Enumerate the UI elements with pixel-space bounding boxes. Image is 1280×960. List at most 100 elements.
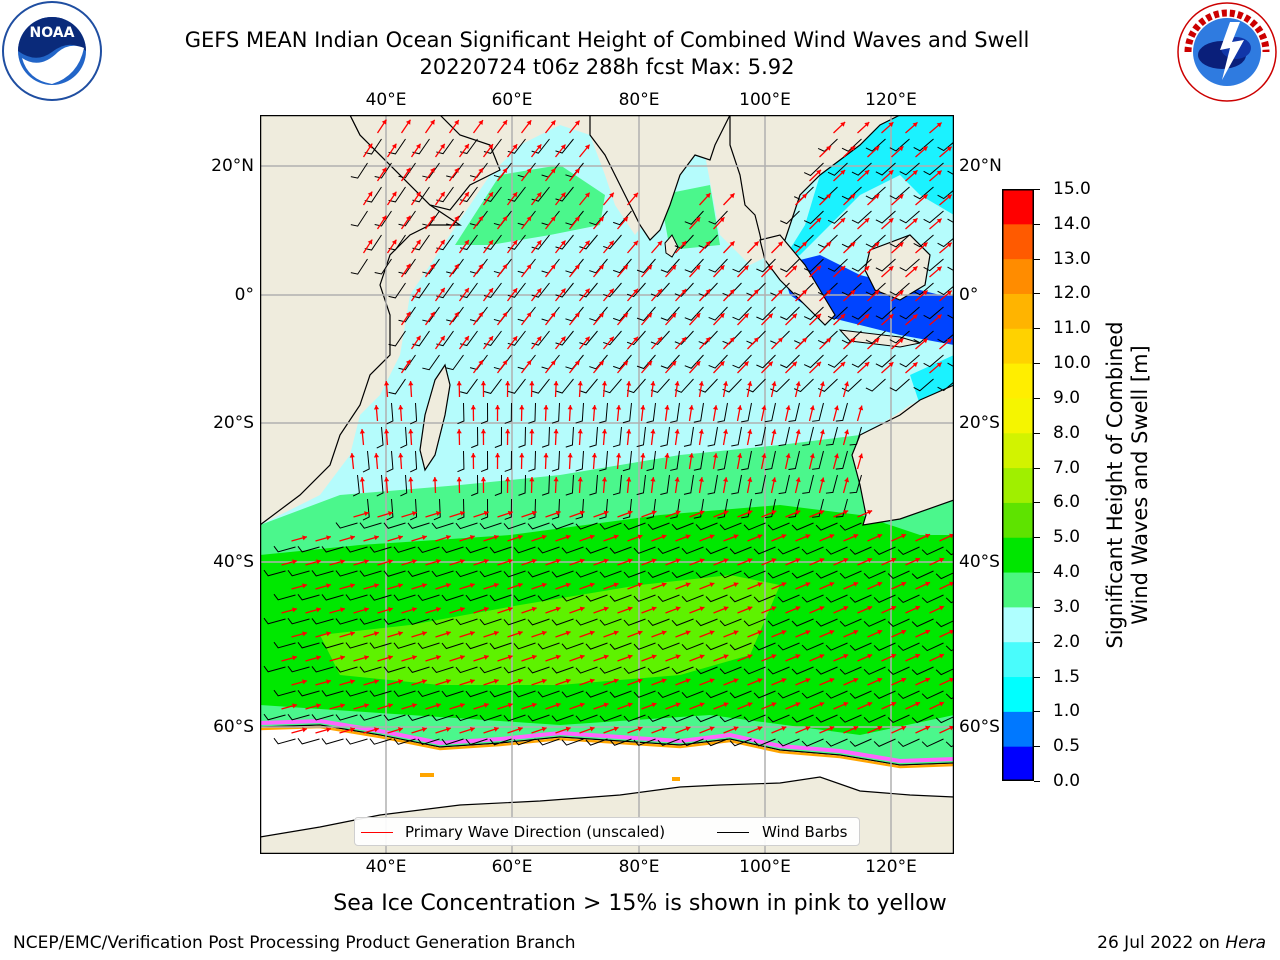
wave-direction-arrowhead [478,264,483,270]
wind-barb [681,642,704,651]
wind-barb [527,666,550,674]
wave-direction-arrowhead [531,702,537,708]
wave-direction-arrowhead [877,581,883,587]
wind-barb [708,210,728,225]
wave-direction-arrowhead [405,263,411,269]
wind-barb [579,282,598,298]
wind-barb [551,522,574,530]
wave-direction-arrowhead [555,654,561,660]
colorbar-tick-label: 10.0 [1053,353,1091,374]
wind-barb [393,690,416,697]
wind-barb [835,498,848,518]
wave-direction-arrowhead [747,510,753,516]
wind-barb [599,666,622,674]
wave-direction-arrowhead [805,678,811,683]
wind-barb [825,426,838,446]
wave-direction-arrowhead [633,336,638,342]
wave-direction-arrowhead [359,477,365,482]
wind-barb [873,690,896,699]
wind-barb [705,690,728,699]
wind-barb [369,738,392,745]
wind-barb [575,714,598,722]
wave-direction-arrowhead [771,477,777,483]
wave-direction-arrowhead [829,726,835,731]
wave-direction-arrowhead [316,607,321,613]
wave-direction-arrowhead [633,288,638,294]
wave-direction-arrowhead [541,726,547,732]
wave-direction-arrowhead [574,168,580,174]
wind-barb [849,642,872,651]
wind-barb [480,498,489,521]
wave-direction-arrowhead [560,288,566,294]
wave-direction-arrowhead [674,477,680,482]
wind-barb [398,354,416,371]
wave-direction-arrowhead [623,216,628,222]
wave-direction-arrowhead [791,361,797,367]
wind-barb [626,282,646,298]
wave-direction-arrowhead [651,510,657,516]
wind-barb [622,498,632,520]
wave-direction-arrowhead [526,264,532,270]
wind-barb [483,138,502,154]
wind-barb [671,522,694,531]
colorbar-tick [1034,467,1040,469]
wave-direction-arrowhead [946,146,952,152]
wave-direction-arrowhead [488,336,494,342]
wind-barb [636,258,656,274]
wind-barb [897,546,920,556]
wind-barb [489,594,512,602]
wind-barb [311,714,334,721]
wave-direction-arrowhead [867,557,873,563]
wind-barb [671,714,694,723]
wind-barb [636,426,646,448]
wave-direction-arrowhead [633,192,638,198]
wave-direction-arrowhead [922,242,928,248]
wave-direction-arrowhead [384,381,390,386]
wave-direction-arrowhead [507,702,513,708]
wind-barb [693,402,704,423]
colorbar-tick-label: 12.0 [1053,283,1091,304]
wind-barb [899,258,920,272]
wave-direction-arrowhead [829,678,835,683]
wave-direction-arrowhead [430,167,435,173]
wave-direction-arrowhead [440,335,445,341]
wave-direction-arrowhead [555,510,561,516]
wave-direction-arrowhead [350,679,355,685]
wave-direction-arrowhead [709,534,715,540]
wind-barb [754,426,766,447]
wind-barb [575,402,584,424]
wind-barb [407,570,430,577]
wind-barb [732,306,752,321]
wave-direction-arrowhead [640,405,646,410]
wave-direction-arrowhead [445,535,451,540]
wave-direction-arrowhead [531,654,537,660]
wind-barb [441,642,464,650]
wave-direction-arrowhead [729,337,735,343]
wind-barb [889,186,910,200]
wave-direction-arrowhead [512,144,518,150]
wave-direction-arrowhead [374,679,379,685]
wave-direction-arrowhead [719,265,725,271]
wave-direction-arrowhead [657,288,663,294]
wind-barb [345,738,368,745]
wind-barb [887,570,910,580]
wind-barb [531,330,550,346]
wind-barb [801,594,824,603]
lon-tick-top-60e: 60°E [491,90,533,110]
wave-direction-arrowhead [675,654,681,660]
wave-direction-arrowhead [302,679,307,685]
wind-barb [698,282,718,297]
wind-barb [513,546,536,554]
landmass-java [838,329,921,348]
wave-direction-arrowhead [340,559,345,565]
wave-direction-arrowhead [529,429,535,434]
wave-direction-arrowhead [699,702,705,708]
wind-barb [695,714,718,723]
wave-direction-arrowhead [432,477,438,482]
wave-direction-arrowhead [387,559,393,565]
colorbar-tick [1034,676,1040,678]
wind-barb [945,597,954,604]
wave-direction-arrowhead [459,510,465,516]
wave-direction-arrowhead [747,558,753,564]
wind-barb [393,642,416,649]
